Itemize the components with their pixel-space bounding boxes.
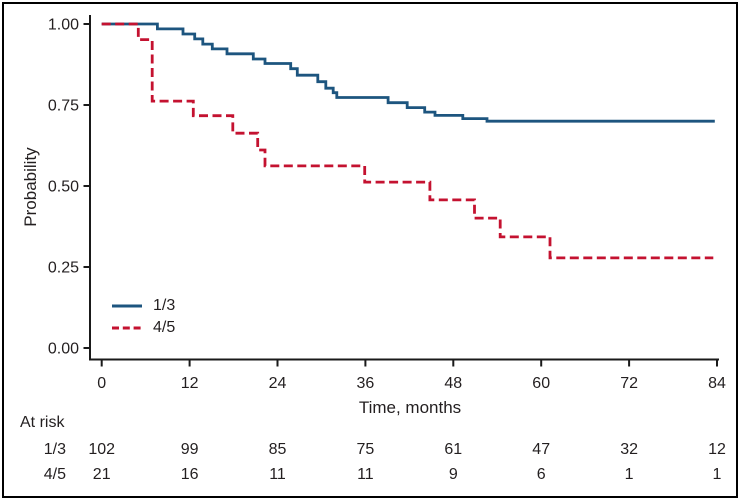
y-tick-label: 0.75 xyxy=(48,98,79,115)
at-risk-count: 75 xyxy=(357,441,375,458)
legend-item-1-3: 1/3 xyxy=(112,295,175,317)
y-tick-label: 1.00 xyxy=(48,17,79,34)
y-axis-title: Probability xyxy=(21,147,40,227)
x-tick-label: 84 xyxy=(708,375,726,392)
at-risk-count: 11 xyxy=(269,466,286,483)
at-risk-count: 1 xyxy=(625,466,634,483)
at-risk-count: 9 xyxy=(449,466,458,483)
legend-line-swatch xyxy=(112,326,142,330)
at-risk-count: 85 xyxy=(269,441,287,458)
at-risk-count: 11 xyxy=(357,466,374,483)
legend-label: 4/5 xyxy=(153,319,176,336)
at-risk-count: 21 xyxy=(93,466,111,483)
legend-label: 1/3 xyxy=(153,297,176,314)
legend: 1/3 4/5 xyxy=(112,295,175,339)
at-risk-count: 32 xyxy=(620,441,638,458)
x-tick-label: 24 xyxy=(269,375,287,392)
at-risk-count: 12 xyxy=(708,441,726,458)
y-tick-label: 0.00 xyxy=(48,341,79,358)
at-risk-count: 61 xyxy=(444,441,462,458)
at-risk-row-label-4-5: 4/5 xyxy=(44,466,66,483)
x-tick-label: 36 xyxy=(357,375,375,392)
x-tick-label: 72 xyxy=(620,375,638,392)
at-risk-count: 47 xyxy=(532,441,550,458)
y-tick-label: 0.50 xyxy=(48,179,79,196)
x-tick-label: 0 xyxy=(97,375,106,392)
at-risk-count: 99 xyxy=(181,441,199,458)
x-tick-label: 12 xyxy=(181,375,199,392)
at-risk-count: 1 xyxy=(713,466,722,483)
km-curve-4-5 xyxy=(101,22,714,260)
legend-line-swatch xyxy=(112,304,142,308)
y-tick-label: 0.25 xyxy=(48,260,79,277)
at-risk-count: 6 xyxy=(537,466,546,483)
at-risk-title: At risk xyxy=(20,414,65,431)
x-tick-label: 48 xyxy=(444,375,462,392)
x-tick-label: 60 xyxy=(532,375,550,392)
at-risk-count: 16 xyxy=(181,466,199,483)
at-risk-count: 102 xyxy=(88,441,115,458)
km-curve-1-3 xyxy=(101,22,715,123)
legend-item-4-5: 4/5 xyxy=(112,317,175,339)
x-axis-title: Time, months xyxy=(358,398,462,417)
at-risk-row-label-1-3: 1/3 xyxy=(44,441,66,458)
